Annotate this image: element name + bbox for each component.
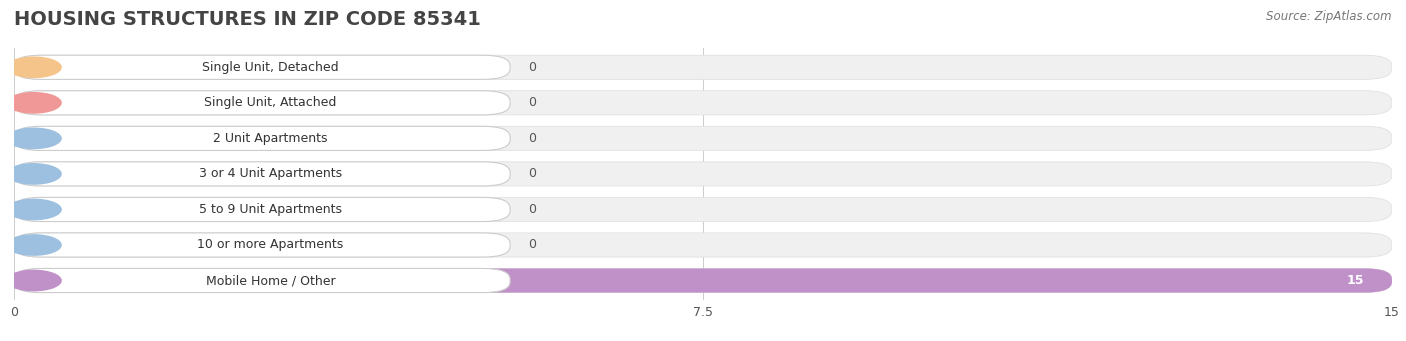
- Circle shape: [6, 128, 62, 149]
- Text: 0: 0: [529, 167, 537, 180]
- Circle shape: [6, 270, 62, 292]
- Circle shape: [6, 163, 62, 185]
- FancyBboxPatch shape: [14, 162, 510, 186]
- FancyBboxPatch shape: [14, 197, 1392, 222]
- Text: 2 Unit Apartments: 2 Unit Apartments: [214, 132, 328, 145]
- Text: 5 to 9 Unit Apartments: 5 to 9 Unit Apartments: [200, 203, 342, 216]
- FancyBboxPatch shape: [14, 55, 1392, 79]
- Text: 0: 0: [529, 61, 537, 74]
- Text: 0: 0: [529, 132, 537, 145]
- FancyBboxPatch shape: [14, 162, 1392, 186]
- FancyBboxPatch shape: [14, 126, 1392, 150]
- FancyBboxPatch shape: [14, 233, 1392, 257]
- Text: 0: 0: [529, 238, 537, 252]
- Text: 10 or more Apartments: 10 or more Apartments: [197, 238, 343, 252]
- Text: Single Unit, Attached: Single Unit, Attached: [204, 96, 336, 109]
- FancyBboxPatch shape: [14, 91, 1392, 115]
- FancyBboxPatch shape: [14, 268, 1392, 293]
- Text: HOUSING STRUCTURES IN ZIP CODE 85341: HOUSING STRUCTURES IN ZIP CODE 85341: [14, 10, 481, 29]
- FancyBboxPatch shape: [14, 126, 510, 150]
- FancyBboxPatch shape: [14, 55, 510, 79]
- Text: Source: ZipAtlas.com: Source: ZipAtlas.com: [1267, 10, 1392, 23]
- Text: Mobile Home / Other: Mobile Home / Other: [205, 274, 335, 287]
- Text: 3 or 4 Unit Apartments: 3 or 4 Unit Apartments: [198, 167, 342, 180]
- FancyBboxPatch shape: [14, 91, 510, 115]
- Text: 0: 0: [529, 203, 537, 216]
- Text: 0: 0: [529, 96, 537, 109]
- Circle shape: [6, 234, 62, 256]
- Text: 15: 15: [1347, 274, 1364, 287]
- FancyBboxPatch shape: [14, 268, 510, 293]
- FancyBboxPatch shape: [14, 268, 1392, 293]
- Text: Single Unit, Detached: Single Unit, Detached: [202, 61, 339, 74]
- Circle shape: [6, 92, 62, 114]
- Circle shape: [6, 56, 62, 78]
- FancyBboxPatch shape: [14, 233, 510, 257]
- FancyBboxPatch shape: [14, 197, 510, 222]
- Circle shape: [6, 198, 62, 220]
